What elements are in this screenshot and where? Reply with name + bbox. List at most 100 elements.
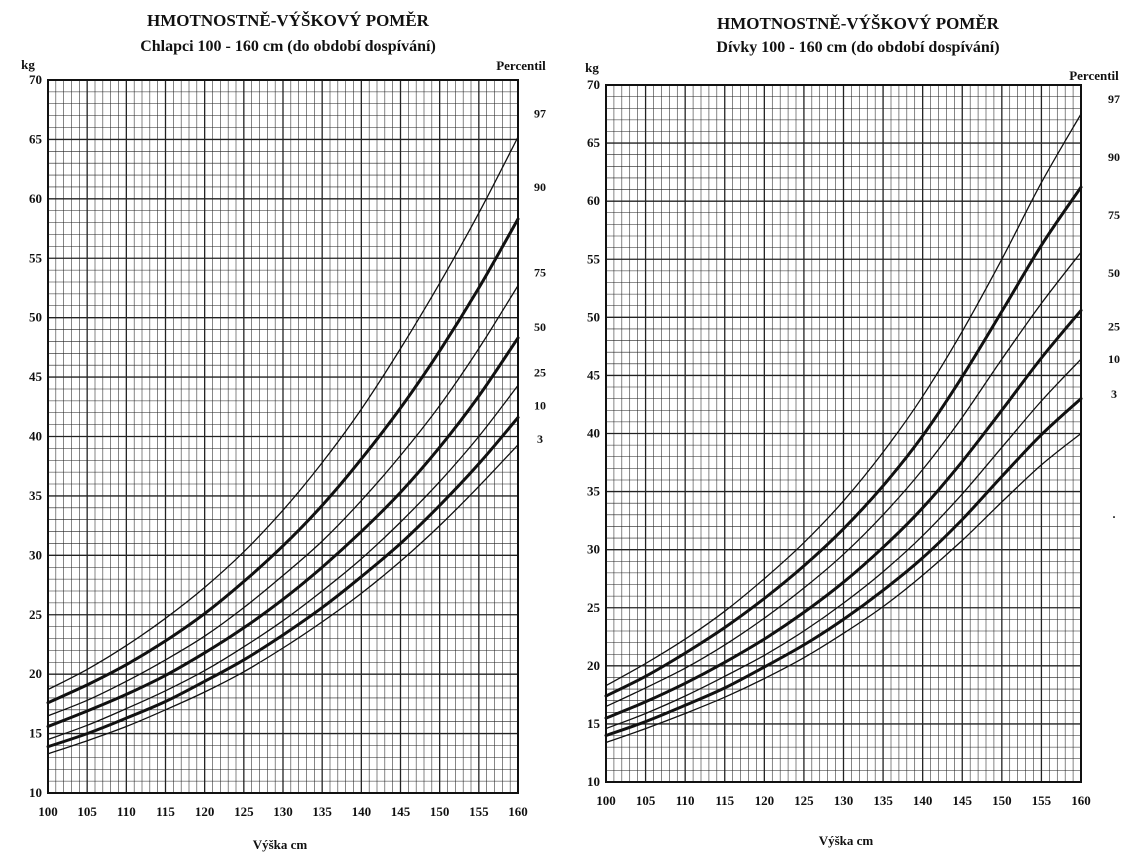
x-tick-label: 130 xyxy=(273,804,293,819)
percentile-25-line xyxy=(47,384,519,741)
percentile-50-line xyxy=(46,336,520,728)
percentile-50-line xyxy=(604,308,1083,720)
y-tick-label: 30 xyxy=(587,542,600,557)
percentile-3-label: 3 xyxy=(1111,387,1117,401)
chart-girls-legend-title: Percentil xyxy=(1069,68,1119,83)
chart-boys-title: HMOTNOSTNĚ-VÝŠKOVÝ POMĚR xyxy=(147,11,430,30)
x-tick-label: 105 xyxy=(77,804,97,819)
y-tick-label: 50 xyxy=(29,310,42,325)
percentile-90-line xyxy=(604,185,1083,698)
chart-boys-subtitle: Chlapci 100 - 160 cm (do období dospíván… xyxy=(140,38,436,55)
y-tick-label: 65 xyxy=(29,131,43,146)
percentile-25-label: 25 xyxy=(534,365,546,379)
chart-girls-percentile-labels: 97 90 75 50 25 10 3 xyxy=(1108,92,1120,401)
y-tick-label: 10 xyxy=(587,774,600,789)
percentile-75-label: 75 xyxy=(1108,208,1120,222)
percentile-97-line xyxy=(47,136,519,691)
y-tick-label: 25 xyxy=(29,607,43,622)
chart-girls-subtitle: Dívky 100 - 160 cm (do období dospívání) xyxy=(716,39,999,56)
y-tick-label: 15 xyxy=(587,716,601,731)
x-tick-label: 160 xyxy=(508,804,528,819)
chart-girls-x-ticks: 100 105 110 115 120 125 130 135 140 145 150 155 160 xyxy=(596,793,1091,808)
chart-girls-grid xyxy=(605,84,1082,783)
y-tick-label: 45 xyxy=(29,369,43,384)
y-tick-label: 15 xyxy=(29,726,43,741)
chart-girls-ylabel: kg xyxy=(585,60,599,75)
chart-boys-x-ticks: 100 105 110 115 120 125 130 135 140 145 150 155 160 xyxy=(38,804,528,819)
y-tick-label: 40 xyxy=(29,429,42,444)
percentile-90-label: 90 xyxy=(1108,150,1120,164)
percentile-3-line xyxy=(605,432,1082,744)
y-tick-label: 70 xyxy=(29,72,42,87)
x-tick-label: 115 xyxy=(715,793,734,808)
chart-boys-xlabel: Výška cm xyxy=(253,837,308,852)
x-tick-label: 135 xyxy=(873,793,893,808)
stray-mark: . xyxy=(1113,507,1116,521)
percentile-75-line xyxy=(47,284,519,717)
y-tick-label: 70 xyxy=(587,77,600,92)
percentile-97-label: 97 xyxy=(1108,92,1120,106)
percentile-25-line xyxy=(605,358,1082,730)
y-tick-label: 10 xyxy=(29,785,42,800)
y-tick-label: 60 xyxy=(29,191,42,206)
chart-boys-percentile-labels: 97 90 75 50 25 10 3 xyxy=(534,106,546,446)
x-tick-label: 130 xyxy=(834,793,854,808)
x-tick-label: 100 xyxy=(596,793,616,808)
x-tick-label: 150 xyxy=(992,793,1012,808)
x-tick-label: 140 xyxy=(913,793,933,808)
chart-girls: HMOTNOSTNĚ-VÝŠKOVÝ POMĚR Dívky 100 - 160… xyxy=(585,14,1120,848)
percentile-3-line xyxy=(47,444,519,755)
x-tick-label: 160 xyxy=(1071,793,1091,808)
x-tick-label: 105 xyxy=(636,793,656,808)
x-tick-label: 120 xyxy=(195,804,215,819)
y-tick-label: 25 xyxy=(587,600,601,615)
x-tick-label: 145 xyxy=(953,793,973,808)
chart-boys-ylabel: kg xyxy=(21,57,35,72)
chart-boys-series xyxy=(46,136,520,755)
y-tick-label: 35 xyxy=(587,484,601,499)
y-tick-label: 40 xyxy=(587,426,600,441)
chart-boys-y-ticks: 10 15 20 25 30 35 40 45 50 55 60 65 70 xyxy=(29,72,43,800)
x-tick-label: 100 xyxy=(38,804,58,819)
x-tick-label: 110 xyxy=(117,804,136,819)
chart-boys-legend-title: Percentil xyxy=(496,58,546,73)
percentile-10-line xyxy=(604,397,1083,737)
chart-girls-title: HMOTNOSTNĚ-VÝŠKOVÝ POMĚR xyxy=(717,14,1000,33)
x-tick-label: 120 xyxy=(755,793,775,808)
percentile-25-label: 25 xyxy=(1108,320,1120,334)
x-tick-label: 115 xyxy=(156,804,175,819)
x-tick-label: 140 xyxy=(352,804,372,819)
y-tick-label: 45 xyxy=(587,367,601,382)
percentile-50-label: 50 xyxy=(534,320,546,334)
y-tick-label: 20 xyxy=(587,658,600,673)
percentile-10-label: 10 xyxy=(534,399,546,413)
percentile-90-label: 90 xyxy=(534,180,546,194)
percentile-97-line xyxy=(605,113,1082,687)
percentile-97-label: 97 xyxy=(534,106,546,120)
y-tick-label: 55 xyxy=(29,250,43,265)
x-tick-label: 150 xyxy=(430,804,450,819)
x-tick-label: 155 xyxy=(1032,793,1052,808)
x-tick-label: 135 xyxy=(312,804,332,819)
x-tick-label: 145 xyxy=(391,804,411,819)
plot-frame xyxy=(47,79,519,794)
percentile-10-label: 10 xyxy=(1108,352,1120,366)
y-tick-label: 55 xyxy=(587,251,601,266)
x-tick-label: 110 xyxy=(676,793,695,808)
y-tick-label: 20 xyxy=(29,666,42,681)
x-tick-label: 125 xyxy=(234,804,254,819)
percentile-75-line xyxy=(605,251,1082,708)
percentile-90-line xyxy=(46,217,520,705)
chart-girls-y-ticks: 10 15 20 25 30 35 40 45 50 55 60 65 70 xyxy=(587,77,601,789)
chart-boys: HMOTNOSTNĚ-VÝŠKOVÝ POMĚR Chlapci 100 - 1… xyxy=(21,11,546,852)
percentile-3-label: 3 xyxy=(537,432,543,446)
percentile-75-label: 75 xyxy=(534,266,546,280)
chart-girls-xlabel: Výška cm xyxy=(819,833,874,848)
percentile-10-line xyxy=(46,416,520,749)
y-tick-label: 50 xyxy=(587,309,600,324)
percentile-50-label: 50 xyxy=(1108,266,1120,280)
x-tick-label: 125 xyxy=(794,793,814,808)
y-tick-label: 30 xyxy=(29,547,42,562)
y-tick-label: 65 xyxy=(587,135,601,150)
